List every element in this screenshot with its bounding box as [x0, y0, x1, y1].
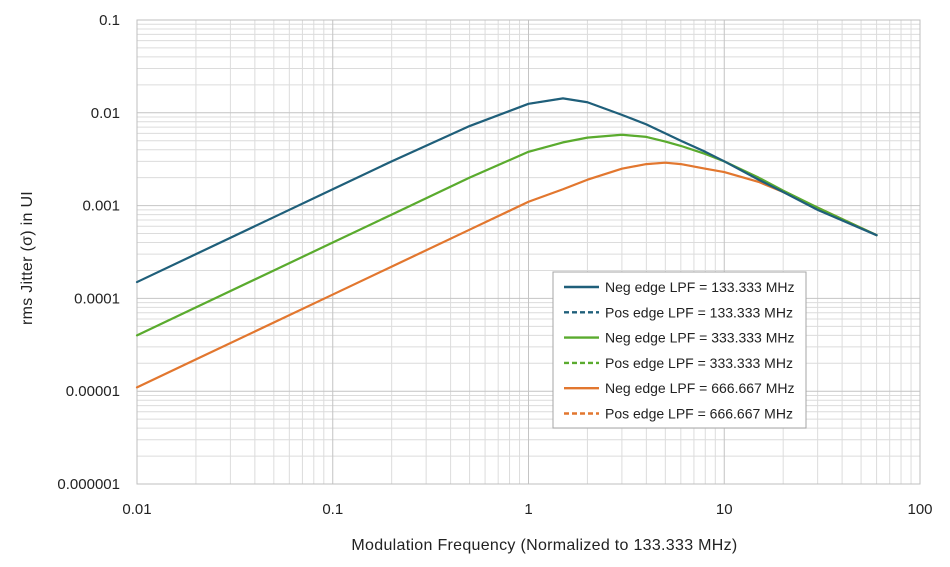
x-axis-tick-labels: 0.01 0.1 1 10 100: [122, 501, 932, 518]
y-tick-label: 0.001: [82, 198, 120, 215]
legend-box: [552, 271, 807, 429]
legend-label: Neg edge LPF = 133.333 MHz: [605, 279, 795, 295]
y-tick-label: 0.00001: [66, 383, 120, 400]
y-tick-label: 0.01: [91, 105, 120, 122]
legend-label: Pos edge LPF = 133.333 MHz: [605, 304, 793, 320]
legend-label: Neg edge LPF = 333.333 MHz: [605, 330, 795, 346]
series-line-2: [135, 133, 878, 337]
x-tick-label: 0.1: [322, 501, 343, 518]
y-tick-label: 0.1: [99, 12, 120, 29]
x-axis-title: Modulation Frequency (Normalized to 133.…: [351, 537, 737, 554]
legend: Neg edge LPF = 133.333 MHz Pos edge LPF =…: [552, 271, 807, 429]
y-tick-label: 0.0001: [74, 290, 120, 307]
x-tick-label: 0.01: [122, 501, 151, 518]
series-line-4: [135, 161, 878, 389]
y-axis-tick-labels: 0.000001 0.00001 0.0001 0.001 0.01 0.1: [57, 12, 120, 493]
x-tick-label: 1: [524, 501, 532, 518]
legend-label: Pos edge LPF = 666.667 MHz: [605, 406, 793, 422]
y-tick-label: 0.000001: [57, 476, 120, 493]
plot-area-frame: [136, 19, 921, 485]
x-tick-label: 100: [907, 501, 932, 518]
series-line-0: [135, 97, 878, 284]
legend-label: Pos edge LPF = 333.333 MHz: [605, 355, 793, 371]
legend-label: Neg edge LPF = 666.667 MHz: [605, 380, 795, 396]
series-lines: [135, 97, 878, 389]
x-tick-label: 10: [716, 501, 733, 518]
y-axis-title: rms Jitter (σ) in UI: [19, 191, 36, 325]
